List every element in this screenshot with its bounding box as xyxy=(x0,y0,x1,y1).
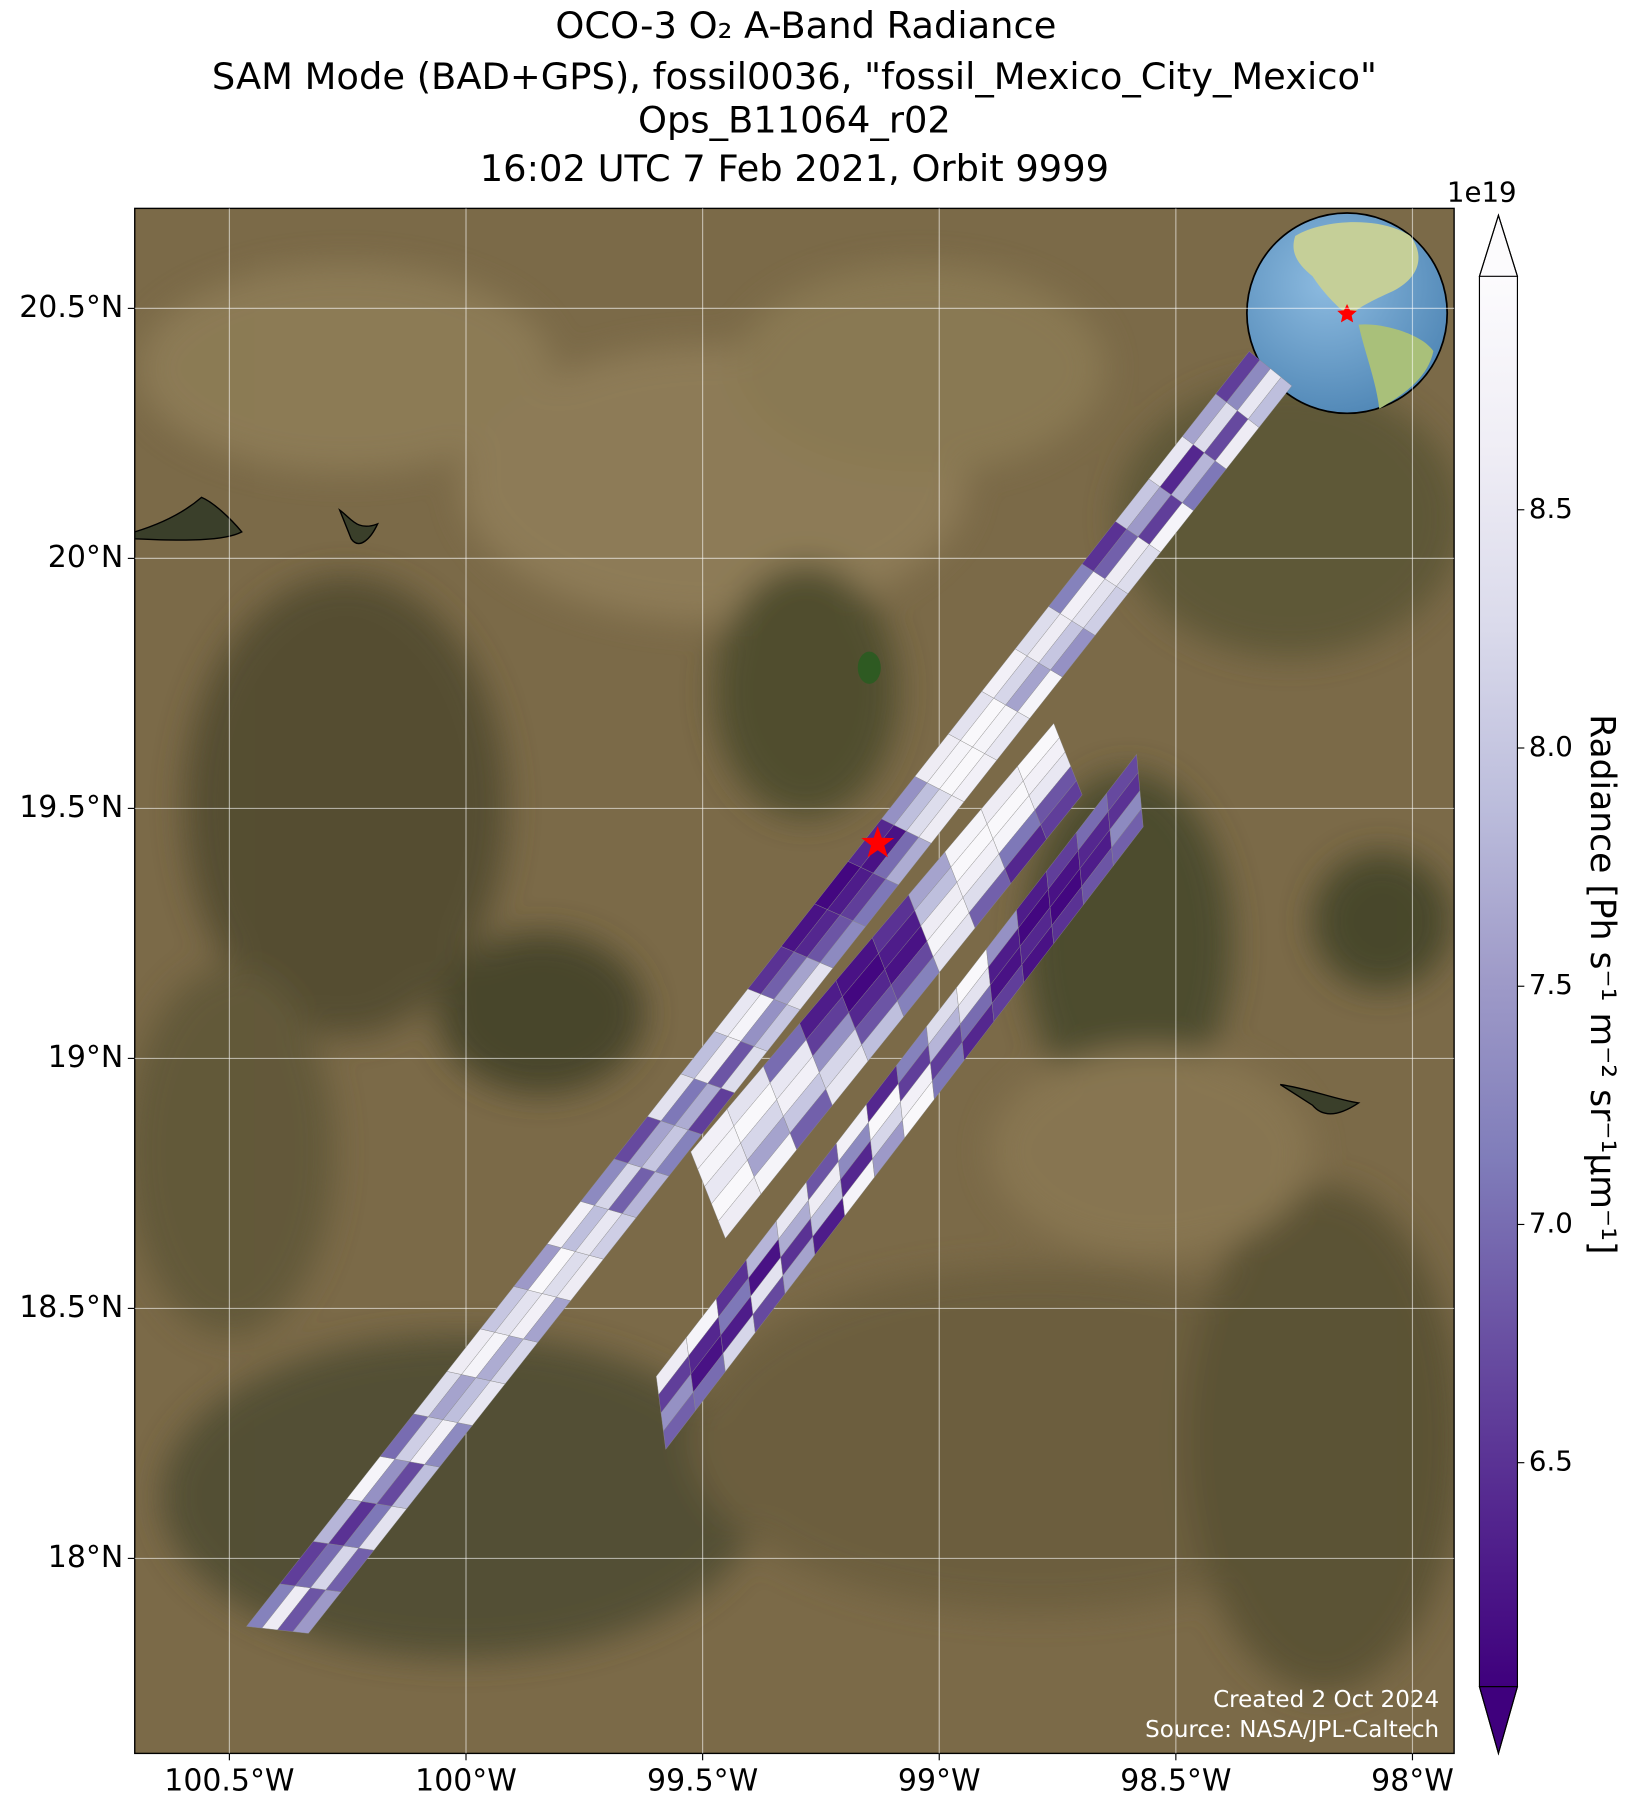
annotation: Source: NASA/JPL-Caltech xyxy=(1145,1717,1439,1743)
colorbar-label: Radiance [Ph s⁻¹ m⁻² sr⁻¹μm⁻¹] xyxy=(1582,714,1622,1254)
annotation: Created 2 Oct 2024 xyxy=(1213,1687,1439,1713)
swath-cell xyxy=(1247,376,1293,428)
colorbar-outline xyxy=(1478,213,1519,1756)
map-frame xyxy=(134,207,1455,1755)
title-line: OCO-3 O₂ A-Band Radiance xyxy=(555,4,1056,47)
x-tick-label: 98°W xyxy=(1371,1764,1454,1796)
colorbar-extend-max xyxy=(1478,213,1519,277)
y-tick-label: 19.5°N xyxy=(19,790,123,825)
swath-cell xyxy=(1040,780,1083,840)
colorbar xyxy=(1479,276,1518,1687)
inset-globe xyxy=(1246,212,1449,415)
y-tick-label: 19°N xyxy=(48,1040,123,1075)
x-tick-label: 98.5°W xyxy=(1120,1764,1231,1796)
site-marker xyxy=(861,826,895,858)
colorbar-tick-label: 7.5 xyxy=(1529,968,1573,1001)
colorbar-offset: 1e19 xyxy=(1447,175,1517,208)
title-line: 16:02 UTC 7 Feb 2021, Orbit 9999 xyxy=(480,147,1109,190)
y-tick-label: 18.5°N xyxy=(19,1290,123,1325)
x-tick-label: 99°W xyxy=(898,1764,981,1796)
x-tick-label: 100°W xyxy=(415,1764,517,1796)
y-tick-label: 20°N xyxy=(48,540,123,575)
colorbar-tick-label: 8.0 xyxy=(1529,730,1573,763)
x-tick-label: 99.5°W xyxy=(647,1764,758,1796)
title-line: SAM Mode (BAD+GPS), fossil0036, "fossil_… xyxy=(212,55,1377,98)
colorbar-tick-label: 8.5 xyxy=(1529,492,1573,525)
swaths xyxy=(246,351,1293,1634)
colorbar-tick-label: 6.5 xyxy=(1529,1445,1573,1478)
colorbar-tick-label: 7.0 xyxy=(1529,1206,1573,1239)
x-tick-label: 100.5°W xyxy=(164,1764,294,1796)
y-tick-label: 20.5°N xyxy=(19,290,123,325)
colorbar-extend-min xyxy=(1478,1686,1519,1756)
title-line: Ops_B11064_r02 xyxy=(638,99,951,142)
y-tick-label: 18°N xyxy=(48,1540,123,1575)
swath-cell xyxy=(1111,808,1144,867)
